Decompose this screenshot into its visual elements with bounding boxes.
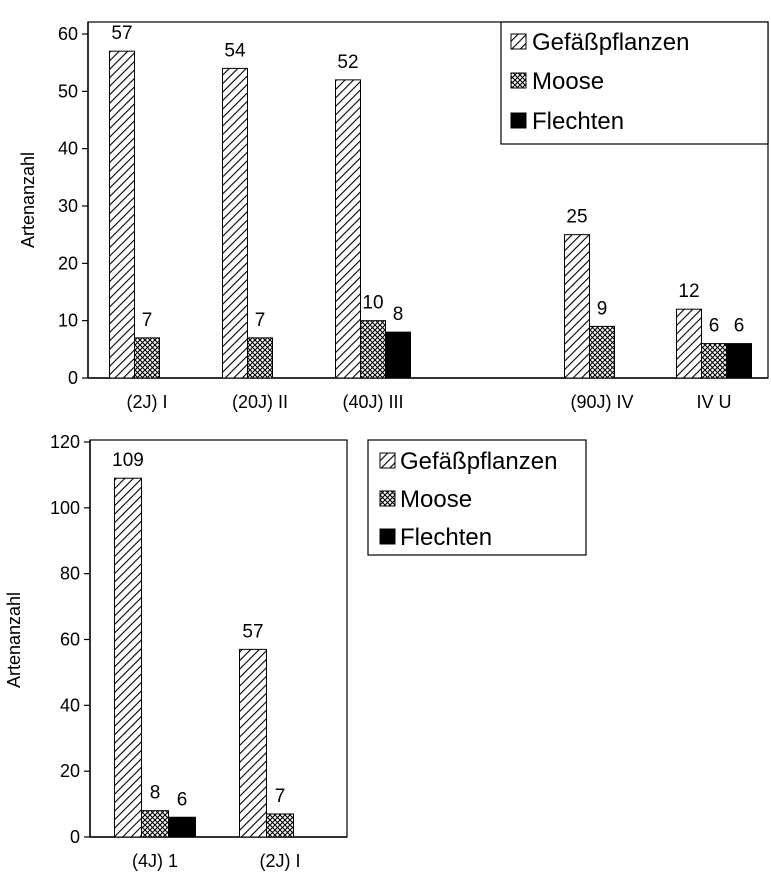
chart-2-category-label: (2J) I bbox=[259, 851, 300, 871]
chart-1-value-label: 6 bbox=[709, 316, 720, 337]
chart-2-legend-label-flechten: Flechten bbox=[400, 524, 492, 551]
chart-1-y-tick-label: 50 bbox=[58, 81, 78, 101]
chart-1-legend-label-moose: Moose bbox=[532, 68, 604, 95]
chart-1-value-label: 6 bbox=[734, 316, 745, 337]
chart-1-legend-label-flechten: Flechten bbox=[532, 108, 624, 135]
chart-1-value-label: 57 bbox=[111, 23, 132, 44]
chart-1-category-label: (90J) IV bbox=[570, 392, 633, 412]
chart-2-legend-swatch-moose bbox=[379, 490, 396, 507]
chart-1-legend-label-gefaesspflanzen: Gefäßpflanzen bbox=[532, 29, 689, 56]
chart-1-category-labels: (2J) I (20J) II (40J) III (90J) IV IV U bbox=[126, 392, 731, 412]
chart-1-value-label: 8 bbox=[393, 304, 404, 325]
chart-1-bar-gefaesspflanzen bbox=[676, 308, 702, 379]
chart-1-value-label: 25 bbox=[566, 207, 587, 228]
chart-2-bar-gefaesspflanzen bbox=[114, 477, 142, 838]
chart-1-y-axis-title: Artenanzahl bbox=[18, 152, 38, 248]
chart-1-bar-gefaesspflanzen bbox=[109, 50, 135, 379]
chart-2-y-tick-label: 40 bbox=[60, 695, 80, 715]
chart-2-bar-moose bbox=[141, 810, 169, 838]
chart-2-category-labels: (4J) 1 (2J) I bbox=[132, 851, 301, 871]
chart-1-category-label: (2J) I bbox=[126, 392, 167, 412]
chart-1-y-ticks: 0 10 20 30 40 50 60 bbox=[58, 24, 88, 388]
chart-1-y-tick-label: 60 bbox=[58, 24, 78, 44]
chart-2-y-tick-label: 60 bbox=[60, 630, 80, 650]
chart-1-bar-moose bbox=[134, 337, 160, 379]
chart-1-bar-gefaesspflanzen bbox=[222, 67, 248, 379]
chart-1-bar-moose bbox=[589, 325, 615, 379]
chart-2-y-tick-label: 120 bbox=[50, 432, 80, 452]
chart-1-bars: 57 7 54 7 52 10 8 25 9 12 6 6 bbox=[109, 23, 752, 379]
chart-1-category-label: (40J) III bbox=[342, 392, 403, 412]
chart-1-category-label: IV U bbox=[696, 392, 731, 412]
chart-2-legend: Gefäßpflanzen Moose Flechten bbox=[367, 439, 587, 556]
chart-2-value-label: 57 bbox=[242, 621, 263, 642]
chart-1-y-tick-label: 0 bbox=[68, 368, 78, 388]
chart-2-y-tick-label: 20 bbox=[60, 761, 80, 781]
chart-1-value-label: 12 bbox=[678, 281, 699, 302]
chart-1-value-label: 52 bbox=[337, 52, 358, 73]
chart-1-category-label: (20J) II bbox=[232, 392, 288, 412]
chart-2-bars: 109 8 6 57 7 bbox=[112, 450, 294, 838]
chart-1-value-label: 54 bbox=[224, 40, 246, 61]
chart-1-value-label: 9 bbox=[597, 298, 608, 319]
chart-1-value-label: 7 bbox=[142, 310, 153, 331]
chart-2-legend-swatch-gefaesspflanzen bbox=[379, 452, 396, 469]
chart-1-legend-swatch-moose bbox=[510, 72, 527, 89]
chart-2-bar-moose bbox=[266, 813, 294, 838]
chart-2-value-label: 109 bbox=[112, 450, 144, 471]
chart-2-y-tick-label: 100 bbox=[50, 498, 80, 518]
chart-1-legend-swatch-gefaesspflanzen bbox=[510, 33, 527, 50]
chart-1-legend-box bbox=[500, 21, 769, 145]
chart-2-bar-gefaesspflanzen bbox=[239, 648, 267, 838]
chart-1-y-tick-label: 40 bbox=[58, 139, 78, 159]
chart-1-bar-gefaesspflanzen bbox=[335, 79, 361, 379]
chart-2-legend-label-gefaesspflanzen: Gefäßpflanzen bbox=[400, 448, 557, 475]
chart-1-y-tick-label: 30 bbox=[58, 196, 78, 216]
chart-1-bar-flechten bbox=[385, 331, 411, 379]
chart-2-legend-box bbox=[367, 439, 587, 556]
chart-2-y-ticks: 0 20 40 60 80 100 120 bbox=[50, 432, 90, 847]
chart-2-legend-label-moose: Moose bbox=[400, 486, 472, 513]
chart-2-category-label: (4J) 1 bbox=[132, 851, 178, 871]
chart-1-legend: Gefäßpflanzen Moose Flechten bbox=[500, 21, 769, 145]
chart-2-value-label: 8 bbox=[150, 783, 161, 804]
chart-1-bar-moose bbox=[360, 320, 386, 379]
chart-1-y-tick-label: 10 bbox=[58, 311, 78, 331]
chart-1-legend-swatch-flechten bbox=[510, 112, 527, 129]
chart-2-y-axis-title: Artenanzahl bbox=[4, 592, 24, 688]
chart-1-y-tick-label: 20 bbox=[58, 253, 78, 273]
chart-1-value-label: 7 bbox=[255, 310, 266, 331]
chart-2-y-tick-label: 80 bbox=[60, 564, 80, 584]
chart-2-value-label: 7 bbox=[275, 786, 286, 807]
chart-1: Artenanzahl 0 10 20 30 40 50 60 57 7 54 7 52 10 8 25 9… bbox=[18, 21, 769, 412]
chart-1-bar-gefaesspflanzen bbox=[564, 234, 590, 379]
chart-2: Artenanzahl 0 20 40 60 80 100 120 109 8 6 57 7 (4J… bbox=[4, 432, 587, 871]
chart-1-bar-moose bbox=[247, 337, 273, 379]
chart-1-value-label: 10 bbox=[362, 293, 383, 314]
chart-2-bar-flechten bbox=[168, 816, 196, 838]
chart-2-legend-swatch-flechten bbox=[379, 528, 396, 545]
chart-2-y-tick-label: 0 bbox=[70, 827, 80, 847]
chart-1-bar-moose bbox=[701, 343, 727, 379]
chart-1-bar-flechten bbox=[726, 343, 752, 379]
chart-2-value-label: 6 bbox=[177, 789, 188, 810]
